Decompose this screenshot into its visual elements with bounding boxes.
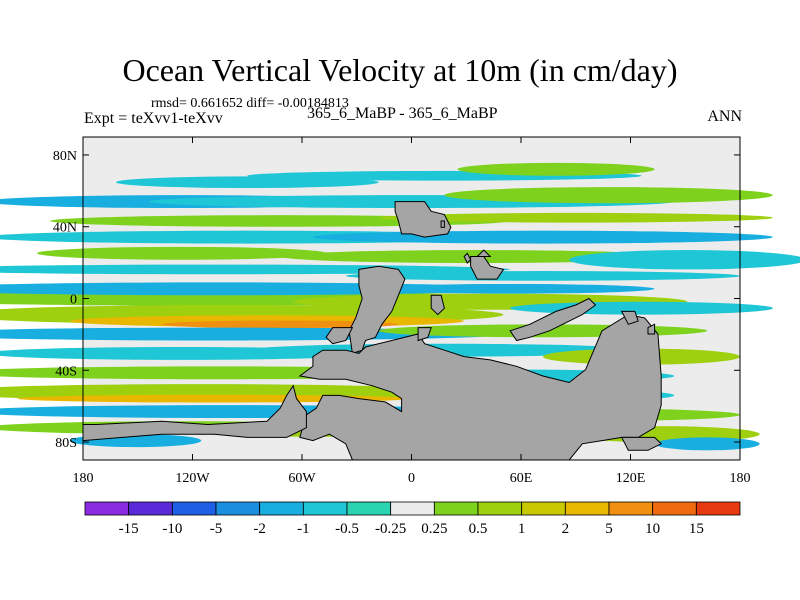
colorbar-label: -1 bbox=[297, 521, 310, 537]
x-tick-label: 180 bbox=[730, 471, 751, 486]
colorbar-swatch bbox=[608, 501, 654, 516]
x-tick-label: 60E bbox=[510, 471, 533, 486]
colorbar-label: 1 bbox=[518, 521, 526, 537]
colorbar-swatch bbox=[346, 501, 392, 516]
land-mass bbox=[440, 220, 445, 228]
velocity-contour bbox=[378, 212, 773, 223]
colorbar-label: 2 bbox=[562, 521, 570, 537]
velocity-contour bbox=[365, 283, 655, 294]
land-mass bbox=[647, 323, 656, 335]
colorbar-label: 10 bbox=[645, 521, 660, 537]
colorbar-swatch bbox=[302, 501, 348, 516]
velocity-contour bbox=[345, 271, 740, 281]
colorbar-swatch bbox=[652, 501, 697, 516]
land-mass bbox=[463, 252, 472, 264]
land-mass bbox=[509, 297, 597, 342]
stats-label: rmsd= 0.661652 diff= -0.00184813 bbox=[151, 96, 349, 111]
colorbar: -15 -10 -5 -2 -1 -0.5 -0.25 0.25 0.5 1 2 5 10 15 bbox=[84, 501, 741, 537]
map-axes: 180 120W 60W 0 60E 120E 180 80N 40N 0 40S 80S bbox=[53, 137, 751, 486]
experiment-label: Expt = teXvv1-teXvv bbox=[84, 110, 223, 127]
colorbar-swatch bbox=[695, 501, 741, 516]
land-mass bbox=[475, 249, 492, 257]
colorbar-label: -10 bbox=[162, 521, 182, 537]
colorbar-swatch bbox=[477, 501, 523, 516]
chart-title: Ocean Vertical Velocity at 10m (in cm/da… bbox=[122, 52, 678, 88]
colorbar-swatch bbox=[564, 501, 610, 516]
colorbar-label: 0.25 bbox=[421, 521, 447, 537]
velocity-contour bbox=[17, 394, 412, 403]
case-label: 365_6_MaBP - 365_6_MaBP bbox=[307, 105, 498, 122]
colorbar-label: -5 bbox=[210, 521, 223, 537]
y-tick-label: 80S bbox=[55, 436, 77, 451]
x-tick-label: 120E bbox=[616, 471, 646, 486]
colorbar-swatch bbox=[128, 501, 173, 516]
velocity-contour bbox=[654, 437, 760, 451]
y-tick-label: 40S bbox=[55, 364, 77, 379]
x-tick-label: 180 bbox=[73, 471, 94, 486]
velocity-contour bbox=[161, 320, 399, 329]
colorbar-label: -15 bbox=[119, 521, 139, 537]
x-tick-label: 0 bbox=[408, 471, 415, 486]
y-tick-label: 40N bbox=[53, 221, 77, 236]
land-mass bbox=[620, 310, 639, 325]
velocity-contour bbox=[569, 250, 800, 270]
y-tick-label: 0 bbox=[70, 293, 77, 308]
season-label: ANN bbox=[707, 108, 742, 125]
colorbar-swatch bbox=[433, 501, 479, 516]
x-tick-label: 120W bbox=[175, 471, 210, 486]
colorbar-label: -0.25 bbox=[375, 521, 406, 537]
land-mass bbox=[298, 314, 662, 461]
colorbar-label: -0.5 bbox=[335, 521, 359, 537]
colorbar-swatch bbox=[171, 501, 217, 516]
velocity-contour bbox=[444, 187, 773, 204]
land-mass bbox=[394, 201, 452, 238]
land-masses bbox=[82, 201, 663, 461]
velocity-contour bbox=[37, 246, 327, 260]
colorbar-swatch bbox=[259, 501, 304, 516]
velocity-contour bbox=[457, 162, 655, 176]
velocity-contour bbox=[510, 301, 773, 315]
velocity-contour bbox=[312, 230, 773, 244]
land-mass bbox=[348, 265, 406, 355]
x-tick-label: 60W bbox=[288, 471, 316, 486]
colorbar-label: 15 bbox=[689, 521, 704, 537]
land-mass bbox=[620, 436, 663, 451]
y-tick-label: 80N bbox=[53, 149, 77, 164]
land-mass bbox=[82, 384, 307, 442]
land-mass bbox=[430, 294, 445, 316]
land-mass bbox=[417, 327, 432, 342]
land-mass bbox=[470, 256, 505, 280]
land-mass bbox=[325, 327, 354, 345]
colorbar-swatch bbox=[215, 501, 261, 516]
colorbar-label: 0.5 bbox=[469, 521, 488, 537]
colorbar-swatch bbox=[390, 501, 435, 516]
colorbar-swatch bbox=[521, 501, 566, 516]
colorbar-swatch bbox=[84, 501, 130, 516]
colorbar-label: -2 bbox=[253, 521, 266, 537]
colorbar-label: 5 bbox=[605, 521, 613, 537]
map-plot bbox=[0, 136, 800, 461]
